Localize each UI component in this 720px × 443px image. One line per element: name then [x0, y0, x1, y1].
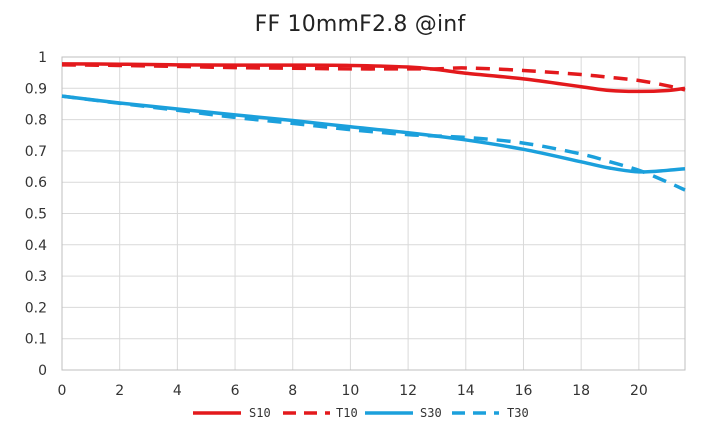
x-tick-label: 14	[457, 383, 475, 399]
legend-label-s10: S10	[249, 406, 271, 420]
y-tick-label: 0.4	[25, 238, 47, 254]
x-tick-label: 2	[115, 383, 124, 399]
legend-label-t30: T30	[507, 406, 529, 420]
legend: S10 T10 S30 T30	[193, 406, 529, 420]
x-tick-label: 18	[572, 383, 590, 399]
x-tick-label: 6	[231, 383, 240, 399]
x-tick-label: 8	[288, 383, 297, 399]
x-tick-label: 12	[399, 383, 417, 399]
y-tick-label: 0.1	[25, 332, 47, 348]
x-tick-label: 0	[58, 383, 67, 399]
grid-lines	[61, 56, 685, 371]
x-tick-label: 16	[515, 383, 533, 399]
y-tick-label: 0.7	[25, 144, 47, 160]
plot-border	[61, 56, 686, 371]
legend-label-s30: S30	[420, 406, 442, 420]
x-tick-label: 20	[630, 383, 648, 399]
chart-title: FF 10mmF2.8 @inf	[254, 12, 466, 37]
y-tick-label: 0.9	[25, 81, 47, 97]
axes: 00.10.20.30.40.50.60.70.80.910 2 4 6 8 10 12 14…	[25, 50, 686, 399]
series-lines	[61, 62, 686, 192]
y-tick-label: 0	[38, 363, 47, 379]
legend-label-t10: T10	[336, 406, 358, 420]
y-tick-label: 1	[38, 50, 47, 66]
y-tick-label: 0.6	[25, 175, 47, 191]
y-tick-label: 0.3	[25, 269, 47, 285]
x-tick-label: 10	[342, 383, 360, 399]
y-tick-label: 0.8	[25, 113, 47, 129]
series-line-t10	[61, 63, 686, 92]
series-line-t30	[61, 94, 686, 192]
y-tick-label: 0.5	[25, 207, 47, 223]
x-tick-label: 4	[173, 383, 182, 399]
y-tick-label: 0.2	[25, 300, 47, 316]
